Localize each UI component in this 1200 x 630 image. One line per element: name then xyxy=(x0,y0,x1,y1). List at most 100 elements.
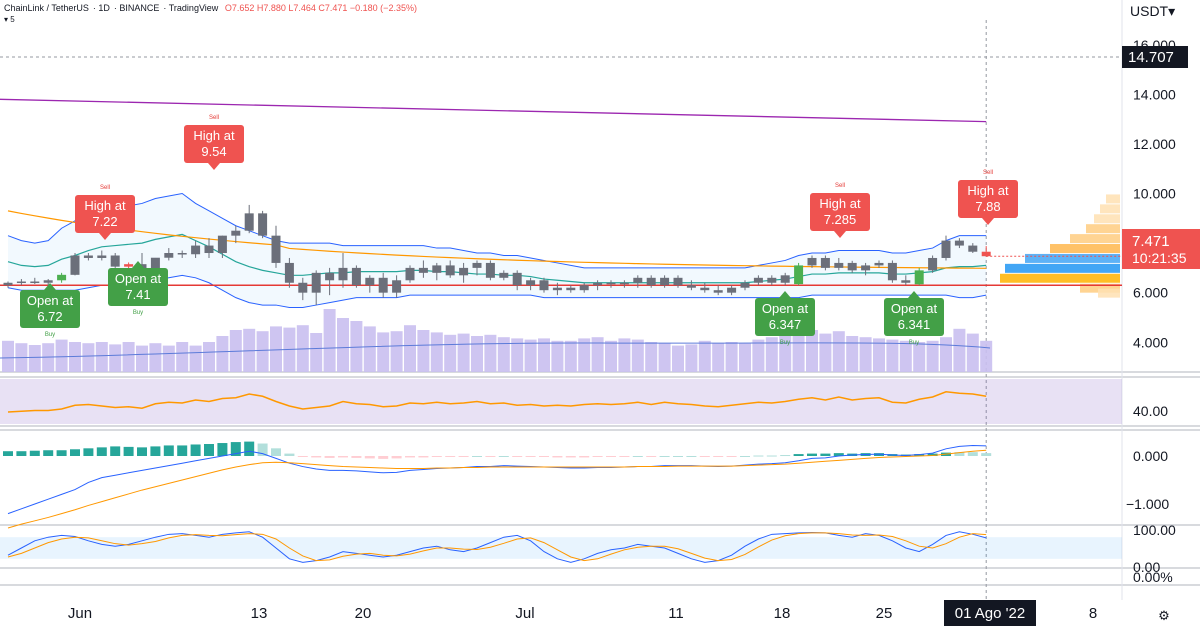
candle[interactable] xyxy=(325,267,335,296)
signal-tag: Sell xyxy=(100,185,110,191)
signal-callout[interactable]: Open at7.41 Buy xyxy=(108,261,168,316)
bollinger-middle-line xyxy=(7,233,987,284)
signal-callout[interactable]: High at7.22 Sell xyxy=(75,185,135,240)
signal-callout[interactable]: Open at6.72 Buy xyxy=(20,283,80,338)
gear-icon[interactable]: ⚙ xyxy=(1158,609,1170,624)
level-tag-text: 14.707 xyxy=(1128,49,1174,66)
candle[interactable] xyxy=(767,275,777,286)
candle[interactable] xyxy=(512,270,522,291)
candle[interactable] xyxy=(954,238,964,249)
candle[interactable] xyxy=(231,225,241,244)
candle[interactable] xyxy=(258,210,268,239)
candle[interactable] xyxy=(378,272,388,298)
candle[interactable] xyxy=(57,272,67,283)
signal-callout[interactable]: High at7.285 Sell xyxy=(810,183,870,238)
candle[interactable] xyxy=(432,262,442,281)
candle[interactable] xyxy=(686,280,696,291)
signal-callout[interactable]: High at9.54 Sell xyxy=(184,115,244,170)
candle-body xyxy=(633,277,643,283)
candle[interactable] xyxy=(97,250,107,261)
candle[interactable] xyxy=(834,257,844,271)
candle[interactable] xyxy=(660,275,670,288)
candle[interactable] xyxy=(191,240,201,258)
candle[interactable] xyxy=(217,235,227,258)
volume-bar xyxy=(323,309,336,372)
candle[interactable] xyxy=(780,272,790,286)
volume-profile-bar xyxy=(1086,224,1120,234)
candle[interactable] xyxy=(606,280,616,288)
candle[interactable] xyxy=(633,275,643,288)
candle[interactable] xyxy=(16,279,26,286)
candle[interactable] xyxy=(30,277,40,284)
candle[interactable] xyxy=(539,277,549,293)
candle[interactable] xyxy=(418,260,428,278)
candle[interactable] xyxy=(244,204,254,234)
candle-body xyxy=(593,282,603,286)
candle[interactable] xyxy=(740,280,750,291)
candle[interactable] xyxy=(807,255,817,268)
candle[interactable] xyxy=(619,280,629,288)
candle[interactable] xyxy=(445,260,455,278)
price-tick-label: 12.000 xyxy=(1133,136,1176,152)
candle-body xyxy=(177,253,187,255)
volume-bar xyxy=(551,340,564,372)
callout-value: 9.54 xyxy=(201,144,226,159)
symbol-label[interactable]: ChainLink / TetherUS xyxy=(4,3,89,13)
candle[interactable] xyxy=(110,253,120,268)
candle[interactable] xyxy=(727,285,737,296)
macd-hist-bar xyxy=(56,450,67,456)
candle[interactable] xyxy=(526,277,536,291)
candle[interactable] xyxy=(753,275,763,286)
candle[interactable] xyxy=(794,262,804,286)
candle[interactable] xyxy=(177,250,187,258)
candle[interactable] xyxy=(914,267,924,286)
candle[interactable] xyxy=(43,279,53,286)
candle[interactable] xyxy=(271,225,281,268)
candle[interactable] xyxy=(405,265,415,283)
sub-indicator[interactable]: ▾ 5 xyxy=(4,15,15,24)
candle[interactable] xyxy=(673,275,683,288)
candle[interactable] xyxy=(593,280,603,291)
candle[interactable] xyxy=(485,260,495,281)
candle[interactable] xyxy=(472,260,482,276)
signal-callout[interactable]: High at7.88 Sell xyxy=(958,170,1018,225)
candle[interactable] xyxy=(164,248,174,261)
candle[interactable] xyxy=(351,265,361,288)
callout-label: High at xyxy=(193,128,235,143)
candle[interactable] xyxy=(298,277,308,301)
candle[interactable] xyxy=(552,282,562,296)
candle[interactable] xyxy=(338,253,348,288)
callout-box xyxy=(75,195,135,233)
candle[interactable] xyxy=(365,275,375,293)
candle[interactable] xyxy=(284,257,294,288)
candle[interactable] xyxy=(204,238,214,258)
candle[interactable] xyxy=(981,246,991,257)
candle[interactable] xyxy=(700,282,710,293)
candle[interactable] xyxy=(820,255,830,271)
candle-body xyxy=(807,257,817,266)
candle[interactable] xyxy=(861,262,871,276)
candle[interactable] xyxy=(941,235,951,261)
candle[interactable] xyxy=(968,243,978,254)
candle[interactable] xyxy=(713,285,723,296)
candle[interactable] xyxy=(646,275,656,288)
candle[interactable] xyxy=(83,253,93,261)
candle[interactable] xyxy=(3,281,13,288)
interval-label[interactable]: 1D xyxy=(98,3,110,13)
signal-callout[interactable]: Open at6.347 Buy xyxy=(755,291,815,346)
candle[interactable] xyxy=(928,255,938,273)
candle-body xyxy=(646,277,656,286)
candle[interactable] xyxy=(459,262,469,283)
signal-callout[interactable]: Open at6.341 Buy xyxy=(884,291,944,346)
candle[interactable] xyxy=(499,270,509,281)
candle[interactable] xyxy=(847,260,857,273)
candle[interactable] xyxy=(70,253,80,276)
candle[interactable] xyxy=(579,282,589,293)
candle[interactable] xyxy=(566,285,576,293)
candle[interactable] xyxy=(311,270,321,306)
candle[interactable] xyxy=(392,275,402,298)
candle[interactable] xyxy=(874,260,884,268)
candle[interactable] xyxy=(887,260,897,283)
candle[interactable] xyxy=(901,275,911,286)
